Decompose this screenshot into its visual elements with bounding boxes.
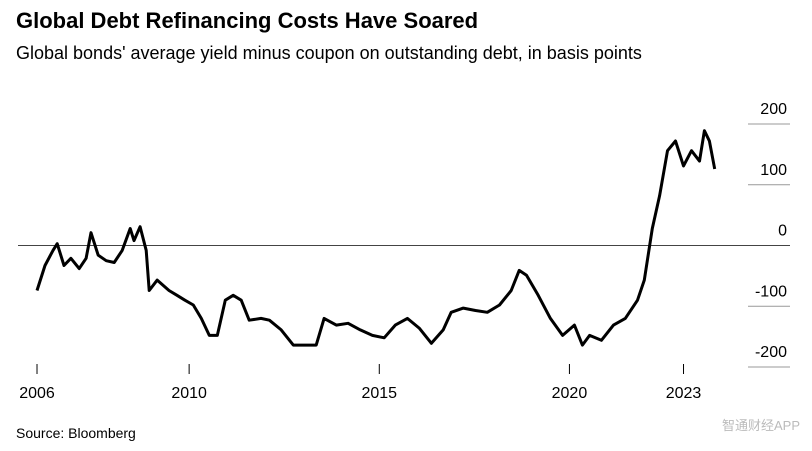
y-tick-label: -200 bbox=[755, 344, 787, 361]
source: Source: Bloomberg bbox=[16, 425, 136, 441]
chart-subtitle: Global bonds' average yield minus coupon… bbox=[16, 43, 642, 63]
x-tick-label: 2020 bbox=[552, 385, 588, 402]
x-tick-label: 2010 bbox=[171, 385, 207, 402]
chart-title: Global Debt Refinancing Costs Have Soare… bbox=[16, 8, 478, 33]
x-tick-label: 2023 bbox=[666, 385, 702, 402]
data-line bbox=[35, 129, 717, 347]
y-tick-label: -100 bbox=[755, 283, 787, 300]
x-tick-label: 2006 bbox=[19, 385, 55, 402]
y-tick-label: 200 bbox=[760, 101, 787, 118]
y-tick-label: 100 bbox=[760, 162, 787, 179]
watermark: 智通财经APP bbox=[722, 418, 800, 433]
x-tick-label: 2015 bbox=[361, 385, 397, 402]
y-tick-label: 0 bbox=[778, 223, 787, 240]
